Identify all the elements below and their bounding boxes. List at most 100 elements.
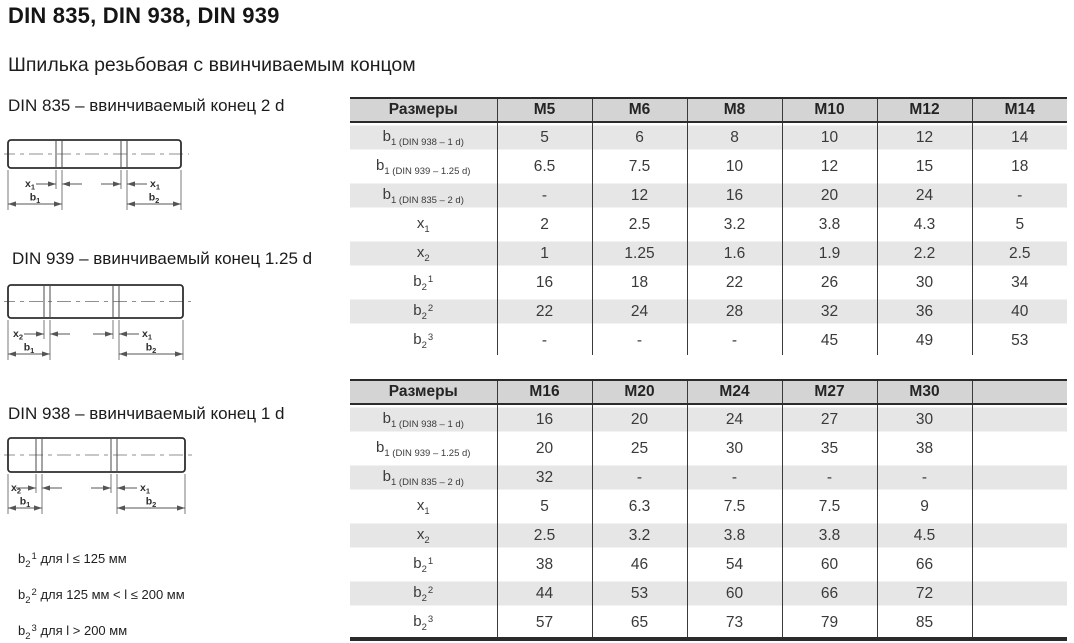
svg-text:x1: x1 <box>140 482 150 496</box>
row-label: b1 (DIN 835 – 2 d) <box>350 181 497 210</box>
value-cell: 1 <box>496 239 592 268</box>
value-cell: 66 <box>781 579 877 608</box>
value-cell: 2.2 <box>876 239 972 268</box>
value-cell: 2.5 <box>971 239 1067 268</box>
value-cell: 6 <box>591 122 687 152</box>
value-cell: 60 <box>686 579 782 608</box>
value-cell: 10 <box>781 122 877 152</box>
value-cell: 24 <box>591 297 687 326</box>
value-cell: - <box>591 463 687 492</box>
header-cell-m6: M6 <box>591 97 687 123</box>
table-row: b1 (DIN 939 – 1.25 d) 20 25 30 35 38 <box>350 434 1067 463</box>
value-cell: 15 <box>876 152 972 181</box>
value-cell: 40 <box>971 297 1067 326</box>
value-cell: - <box>496 326 592 355</box>
row-label: x1 <box>416 496 430 517</box>
value-cell: 2.5 <box>591 210 687 239</box>
row-label: b1 (DIN 835 – 2 d) <box>350 463 497 492</box>
row-label: x2 <box>350 521 497 550</box>
svg-text:b2: b2 <box>149 192 160 206</box>
value-cell: 18 <box>971 152 1067 181</box>
value-cell: 1.6 <box>686 239 782 268</box>
svg-text:b2: b2 <box>146 496 157 510</box>
value-cell: 30 <box>876 268 972 297</box>
value-cell: - <box>876 463 972 492</box>
header-cell-m12: M12 <box>876 97 972 123</box>
value-cell: 18 <box>591 268 687 297</box>
header-row: Размеры M5 M6 M8 M10 M12 M14 <box>350 97 1067 123</box>
row-label: b23 <box>413 612 434 633</box>
row-label: x1 <box>416 214 430 235</box>
header-cell-m16: M16 <box>496 379 592 405</box>
value-cell: 16 <box>496 268 592 297</box>
value-cell: 5 <box>496 492 592 521</box>
value-cell: 20 <box>781 181 877 210</box>
table-row: b23 57 65 73 79 85 <box>350 608 1067 639</box>
value-cell: 60 <box>781 550 877 579</box>
value-cell <box>971 608 1067 639</box>
page-title: DIN 835, DIN 938, DIN 939 <box>8 3 280 28</box>
value-cell: 9 <box>876 492 972 521</box>
value-cell: 24 <box>686 404 782 434</box>
value-cell: 65 <box>591 608 687 639</box>
value-cell: 66 <box>876 550 972 579</box>
value-cell: - <box>686 326 782 355</box>
table-row: x1 2 2.5 3.2 3.8 4.3 5 <box>350 210 1067 239</box>
stud-drawing-din938: x2 x1 b1 b2 <box>4 437 193 514</box>
value-cell: 34 <box>971 268 1067 297</box>
value-cell: 1.9 <box>781 239 877 268</box>
value-cell <box>971 463 1067 492</box>
value-cell: 10 <box>686 152 782 181</box>
value-cell: 12 <box>876 122 972 152</box>
value-cell: 53 <box>591 579 687 608</box>
header-cell-m30: M30 <box>876 379 972 405</box>
svg-text:x1: x1 <box>142 328 152 342</box>
din-sizes-table-large: Размеры M16 M20 M24 M27 M30 b1 (DIN 938 – 1 d)… <box>350 379 1067 641</box>
table-row: b1 (DIN 938 – 1 d) 5 6 8 10 12 14 <box>350 122 1067 152</box>
value-cell: - <box>971 181 1067 210</box>
value-cell: 14 <box>971 122 1067 152</box>
value-cell: 49 <box>876 326 972 355</box>
value-cell: 5 <box>971 210 1067 239</box>
row-label: b21 <box>413 272 434 293</box>
svg-text:x2: x2 <box>11 482 21 496</box>
value-cell: 7.5 <box>686 492 782 521</box>
value-cell: 32 <box>496 463 592 492</box>
row-label: b1 (DIN 939 – 1.25 d) <box>376 438 471 459</box>
svg-text:b1: b1 <box>24 342 35 356</box>
value-cell: 22 <box>686 268 782 297</box>
value-cell: 6.5 <box>496 152 592 181</box>
footnote-item: b22 для 125 мм < l ≤ 200 мм <box>18 587 185 606</box>
row-label: b1 (DIN 938 – 1 d) <box>350 122 497 152</box>
table-row: b21 38 46 54 60 66 <box>350 550 1067 579</box>
value-cell: - <box>686 463 782 492</box>
header-cell-m8: M8 <box>686 97 782 123</box>
stud-drawing-din939: x2 x1 b1 b2 <box>4 284 191 360</box>
header-cell-m20: M20 <box>591 379 687 405</box>
value-cell: 4.3 <box>876 210 972 239</box>
row-label: b21 <box>413 554 434 575</box>
header-cell-sizes: Размеры <box>350 379 497 405</box>
value-cell: 27 <box>781 404 877 434</box>
value-cell: 20 <box>496 434 592 463</box>
value-cell: 54 <box>686 550 782 579</box>
svg-text:x1: x1 <box>25 178 35 192</box>
din-sizes-table-small: Размеры M5 M6 M8 M10 M12 M14 b1 (DIN 938 – 1 d)… <box>350 97 1067 355</box>
table-row: b22 44 53 60 66 72 <box>350 579 1067 608</box>
value-cell: 38 <box>496 550 592 579</box>
value-cell: 3.2 <box>591 521 687 550</box>
svg-text:b2: b2 <box>146 342 157 356</box>
value-cell: 53 <box>971 326 1067 355</box>
row-label: x2 <box>350 239 497 268</box>
value-cell: 30 <box>876 404 972 434</box>
value-cell: 45 <box>781 326 877 355</box>
value-cell: 36 <box>876 297 972 326</box>
drawing-label-din939: DIN 939 – ввинчиваемый конец 1.25 d <box>12 249 313 268</box>
value-cell <box>971 521 1067 550</box>
header-cell-m10: M10 <box>781 97 877 123</box>
value-cell: 73 <box>686 608 782 639</box>
table-row: x2 2.5 3.2 3.8 3.8 4.5 <box>350 521 1067 550</box>
row-label: b1 (DIN 939 – 1.25 d) <box>376 156 471 177</box>
value-cell: 1.25 <box>591 239 687 268</box>
